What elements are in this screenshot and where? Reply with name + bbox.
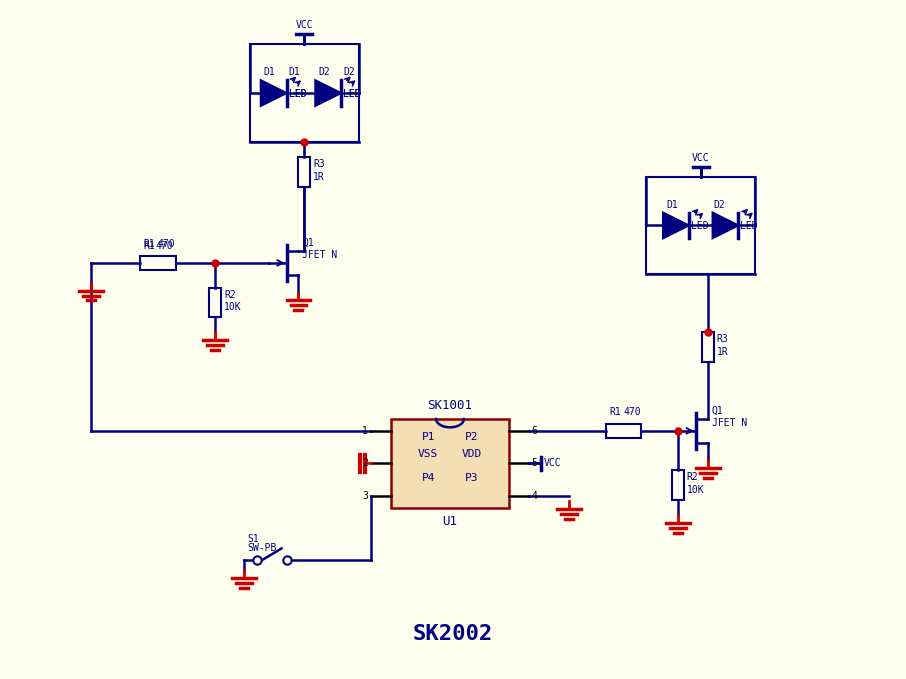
Text: 470: 470	[623, 407, 641, 417]
Text: P4: P4	[421, 473, 435, 483]
Text: SW-PB: SW-PB	[247, 543, 276, 553]
Bar	[250, 43, 359, 143]
Text: R2: R2	[224, 289, 236, 299]
Text: LED: LED	[343, 89, 361, 99]
Text: U1: U1	[442, 515, 458, 528]
Text: SK2002: SK2002	[413, 624, 493, 644]
Polygon shape	[261, 80, 286, 106]
Polygon shape	[315, 80, 341, 106]
Text: LED: LED	[740, 221, 758, 232]
Text: 1R: 1R	[717, 347, 728, 357]
Text: VSS: VSS	[418, 449, 439, 458]
Text: R3: R3	[313, 159, 325, 169]
Text: Q1: Q1	[303, 238, 314, 249]
Text: 10K: 10K	[687, 485, 705, 495]
Text: LED: LED	[690, 221, 708, 232]
Text: 5: 5	[531, 458, 537, 469]
Bar	[605, 424, 641, 438]
Text: VCC: VCC	[692, 153, 709, 163]
Text: D2: D2	[318, 67, 330, 77]
Text: 4: 4	[531, 491, 537, 501]
Text: D2: D2	[343, 67, 355, 77]
Text: JFET N: JFET N	[303, 250, 338, 260]
Text: 1R: 1R	[313, 172, 325, 182]
Bar	[646, 177, 756, 274]
Text: LED: LED	[343, 89, 361, 99]
Text: D2: D2	[714, 200, 726, 210]
Text: LED: LED	[288, 89, 306, 99]
Text: 1: 1	[361, 426, 368, 436]
Text: LED: LED	[288, 89, 306, 99]
Text: 470: 470	[156, 241, 173, 251]
Text: JFET N: JFET N	[711, 418, 747, 428]
Bar	[672, 471, 684, 500]
Text: Q1: Q1	[711, 406, 723, 416]
Bar	[390, 419, 509, 508]
Text: P1: P1	[421, 432, 435, 442]
Text: R1: R1	[610, 407, 622, 417]
Text: R1: R1	[144, 241, 156, 251]
Text: 6: 6	[531, 426, 537, 436]
Text: R3: R3	[717, 334, 728, 344]
Bar	[209, 288, 221, 317]
Text: 10K: 10K	[224, 302, 242, 312]
Bar	[140, 256, 176, 270]
Bar	[701, 332, 714, 362]
Text: D1: D1	[666, 200, 678, 210]
Text: 3: 3	[361, 491, 368, 501]
Text: S1: S1	[247, 534, 259, 543]
Text: R1: R1	[144, 239, 156, 249]
Polygon shape	[663, 213, 689, 238]
Text: VCC: VCC	[295, 20, 313, 30]
Text: P3: P3	[465, 473, 478, 483]
Text: 470: 470	[158, 239, 176, 249]
Text: D1: D1	[264, 67, 275, 77]
Text: P2: P2	[465, 432, 478, 442]
Text: 2: 2	[361, 458, 368, 469]
Text: VDD: VDD	[462, 449, 482, 458]
Text: R2: R2	[687, 473, 699, 482]
Text: SK1001: SK1001	[428, 399, 473, 411]
Text: VCC: VCC	[545, 458, 562, 469]
Text: D1: D1	[288, 67, 300, 77]
Polygon shape	[713, 213, 738, 238]
Bar	[298, 158, 311, 187]
